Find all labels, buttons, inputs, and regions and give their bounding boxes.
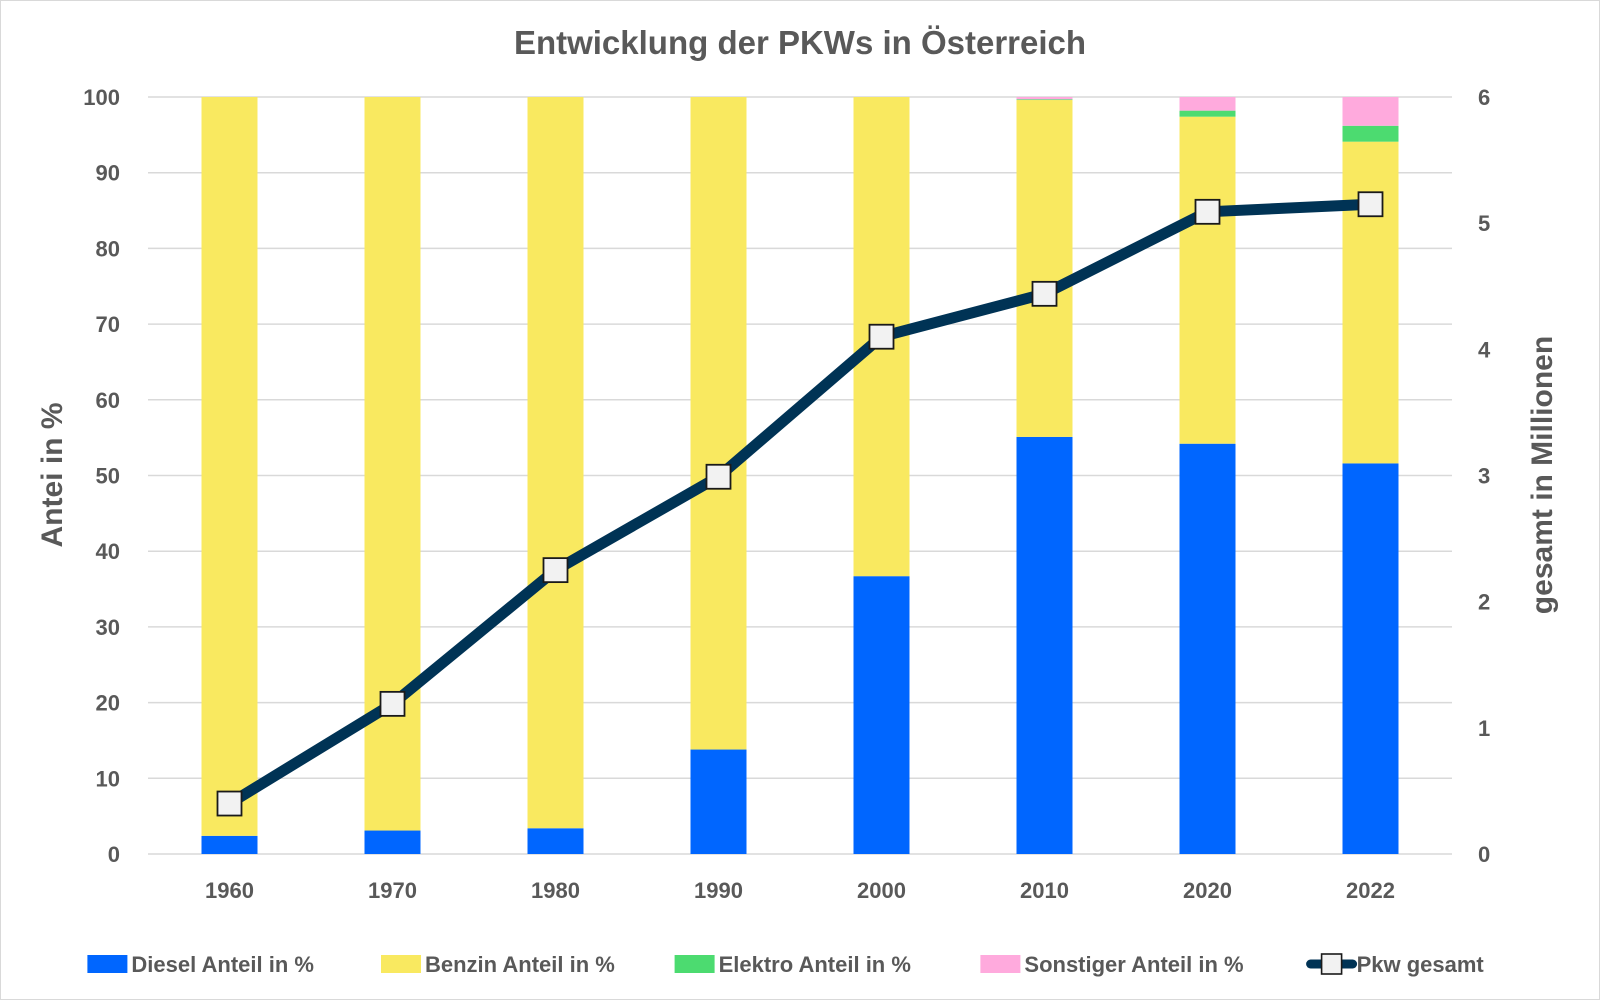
bar-segment (1179, 110, 1236, 117)
y-tick-label: 50 (96, 464, 120, 489)
y-tick-label: 80 (96, 236, 120, 261)
line-marker (379, 690, 406, 717)
bar-segment (1342, 463, 1399, 854)
y2-tick-label: 3 (1478, 464, 1490, 489)
legend-label: Diesel Anteil in % (131, 952, 314, 977)
bar-segment (527, 97, 584, 829)
line-marker (705, 463, 732, 490)
line-path (224, 198, 1376, 810)
bar-segment (1016, 100, 1073, 437)
x-tick-label: 1990 (694, 878, 743, 903)
x-tick-label: 1960 (205, 878, 254, 903)
y2-tick-label: 0 (1478, 842, 1490, 867)
y-tick-label: 70 (96, 312, 120, 337)
axis-labels: 0 10 20 30 40 50 60 70 80 90 100 0 1 2 3 4 5 6 1960 1970 198… (83, 85, 1491, 903)
x-tick-label: 2000 (857, 878, 906, 903)
line-marker (1357, 191, 1384, 218)
legend-swatch (381, 955, 421, 973)
y2-axis-title: gesamt in Millionen (1526, 336, 1559, 614)
line-marker (216, 790, 243, 817)
bar-segment (1342, 97, 1399, 126)
bar-segment (201, 97, 258, 836)
y-axis-title: Antei in % (36, 402, 69, 547)
legend: Diesel Anteil in % Benzin Anteil in % Elek… (87, 952, 1484, 977)
x-tick-label: 1970 (368, 878, 417, 903)
legend-label: Benzin Anteil in % (425, 952, 615, 977)
y2-tick-label: 1 (1478, 716, 1490, 741)
legend-label: Elektro Anteil in % (719, 952, 911, 977)
bar-segment (853, 576, 910, 854)
y-tick-label: 20 (96, 691, 120, 716)
bar-segment (1016, 97, 1073, 100)
legend-swatch (674, 955, 715, 973)
bar-segment (364, 830, 421, 854)
x-tick-label: 2020 (1183, 878, 1232, 903)
y-tick-label: 30 (96, 615, 120, 640)
line-marker (1031, 280, 1058, 307)
legend-swatch (980, 955, 1021, 973)
y-tick-label: 100 (83, 85, 120, 110)
bars (201, 97, 1399, 854)
legend-label: Pkw gesamt (1357, 952, 1485, 977)
bar-segment (201, 835, 258, 854)
bar-segment (527, 828, 584, 854)
legend-marker (1320, 953, 1343, 975)
bar-segment (1342, 125, 1399, 142)
line-marker (1194, 198, 1221, 225)
bar-segment (1016, 99, 1073, 101)
bar-segment (1179, 443, 1236, 854)
y2-tick-label: 5 (1478, 211, 1490, 236)
chart-title: Entwicklung der PKWs in Österreich (514, 24, 1086, 61)
y-tick-label: 0 (108, 842, 120, 867)
line-series (216, 191, 1384, 817)
bar-segment (690, 97, 747, 750)
bar-segment (1016, 436, 1073, 854)
y2-tick-label: 4 (1478, 337, 1491, 362)
legend-swatch (87, 955, 128, 973)
y-tick-label: 60 (96, 388, 120, 413)
bar-segment (1179, 116, 1236, 444)
line-marker (868, 323, 895, 350)
y-tick-label: 10 (96, 766, 120, 791)
bar-segment (1342, 141, 1399, 464)
y2-tick-label: 6 (1478, 85, 1490, 110)
bar-segment (1179, 97, 1236, 111)
x-tick-label: 1980 (531, 878, 580, 903)
line-marker (542, 557, 569, 584)
y-tick-label: 40 (96, 539, 120, 564)
x-tick-label: 2022 (1346, 878, 1395, 903)
legend-label: Sonstiger Anteil in % (1024, 952, 1243, 977)
bar-segment (690, 749, 747, 854)
x-tick-label: 2010 (1020, 878, 1069, 903)
y2-tick-label: 2 (1478, 590, 1490, 615)
y-tick-label: 90 (96, 161, 120, 186)
